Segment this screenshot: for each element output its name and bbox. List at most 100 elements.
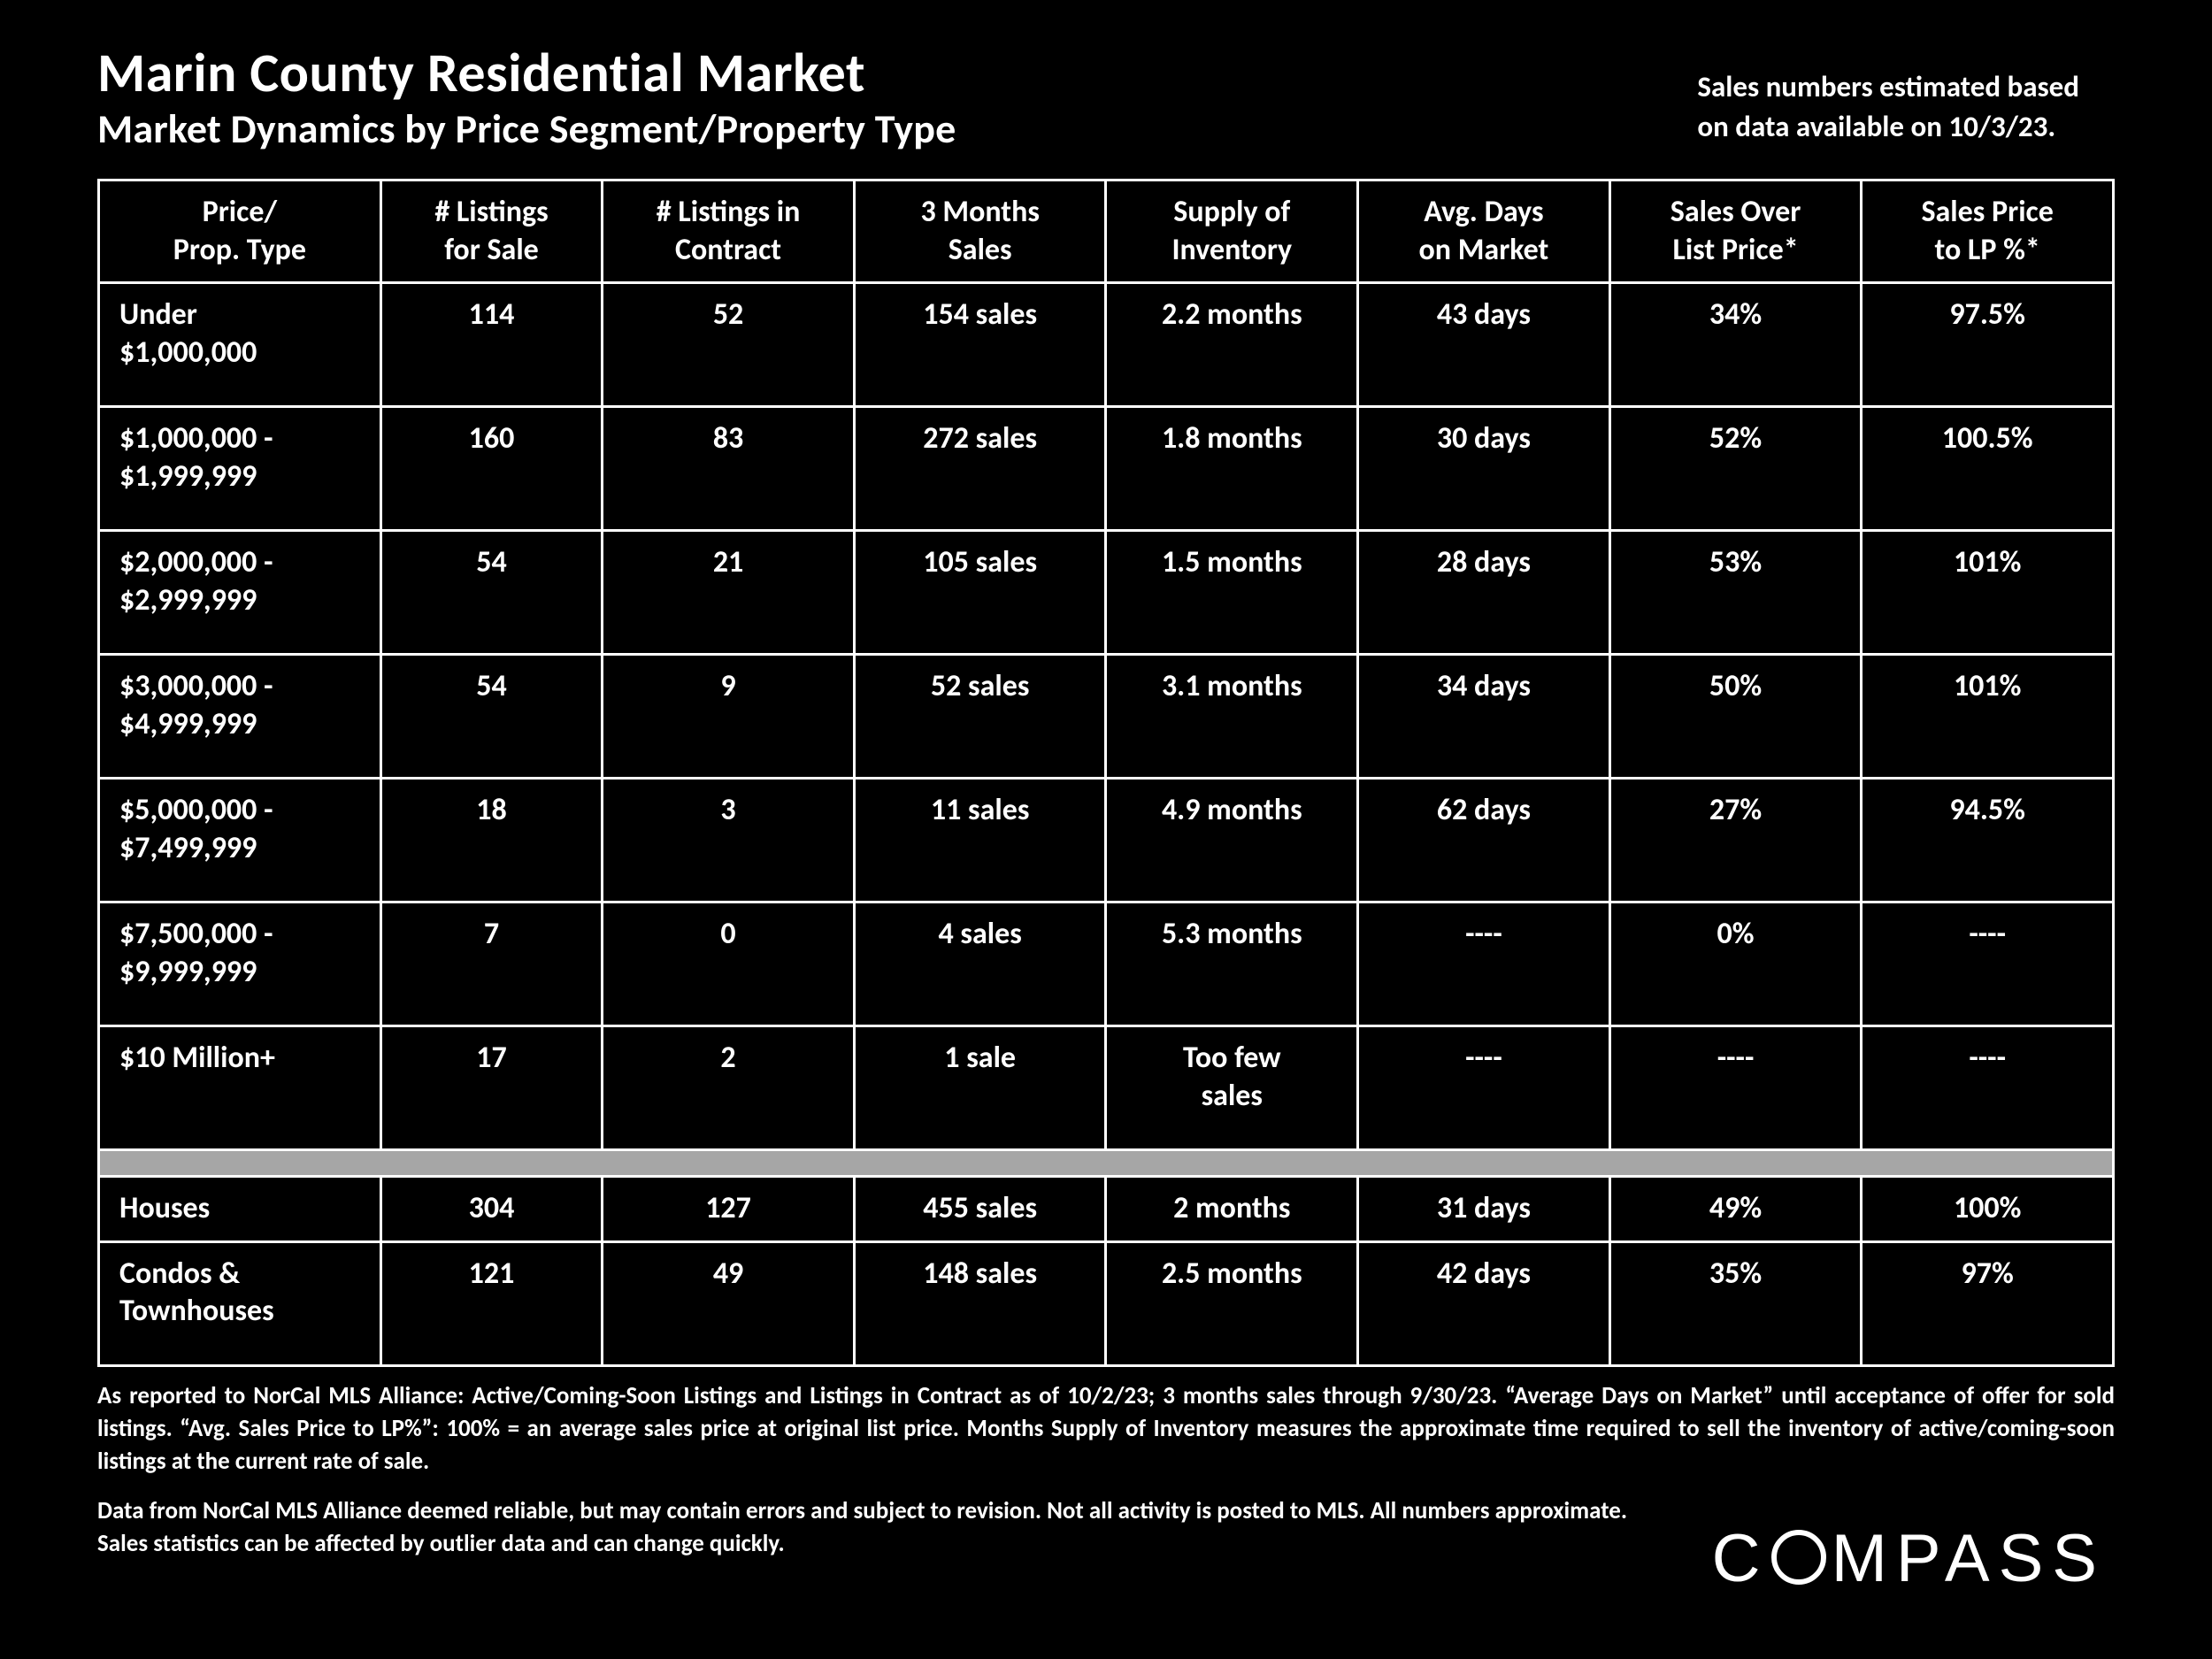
cell: 2: [603, 1026, 855, 1150]
row-label: $7,500,000 -$9,999,999: [99, 902, 381, 1026]
cell: 17: [380, 1026, 602, 1150]
cell: 2.2 months: [1106, 283, 1358, 407]
cell: 2 months: [1106, 1177, 1358, 1242]
table-row: Condos &Townhouses 121 49 148 sales 2.5 …: [99, 1241, 2114, 1365]
cell: 101%: [1862, 531, 2114, 655]
table-body: Under$1,000,000 114 52 154 sales 2.2 mon…: [99, 283, 2114, 1366]
cell: 5.3 months: [1106, 902, 1358, 1026]
cell: 31 days: [1358, 1177, 1610, 1242]
cell: ----: [1358, 902, 1610, 1026]
header-note-line1: Sales numbers estimated based: [1697, 69, 2079, 104]
cell: 34%: [1609, 283, 1862, 407]
cell: 18: [380, 779, 602, 902]
cell: 160: [380, 407, 602, 531]
logo-text-before: C: [1712, 1520, 1770, 1597]
page-title: Marin County Residential Market: [97, 44, 956, 102]
header-note-line2: on data available on 10/3/23.: [1697, 109, 2055, 144]
cell: 121: [380, 1241, 602, 1365]
cell: ----: [1862, 1026, 2114, 1150]
cell: 455 sales: [854, 1177, 1106, 1242]
row-label: Under$1,000,000: [99, 283, 381, 407]
row-label: Houses: [99, 1177, 381, 1242]
cell: Too fewsales: [1106, 1026, 1358, 1150]
cell: 114: [380, 283, 602, 407]
cell: 100%: [1862, 1177, 2114, 1242]
cell: 62 days: [1358, 779, 1610, 902]
row-label: $10 Million+: [99, 1026, 381, 1150]
table-row: $10 Million+ 17 2 1 sale Too fewsales --…: [99, 1026, 2114, 1150]
cell: 42 days: [1358, 1241, 1610, 1365]
row-label: $2,000,000 -$2,999,999: [99, 531, 381, 655]
cell: 97.5%: [1862, 283, 2114, 407]
cell: 1.5 months: [1106, 531, 1358, 655]
page: Marin County Residential Market Market D…: [0, 0, 2212, 1659]
cell: ----: [1358, 1026, 1610, 1150]
cell: 4 sales: [854, 902, 1106, 1026]
table-head: Price/Prop. Type # Listingsfor Sale # Li…: [99, 180, 2114, 283]
row-label: $5,000,000 -$7,499,999: [99, 779, 381, 902]
header: Marin County Residential Market Market D…: [97, 44, 2115, 154]
cell: 148 sales: [854, 1241, 1106, 1365]
footnote-1: As reported to NorCal MLS Alliance: Acti…: [97, 1379, 2115, 1479]
page-subtitle: Market Dynamics by Price Segment/Propert…: [97, 105, 956, 154]
cell: 49%: [1609, 1177, 1862, 1242]
cell: 127: [603, 1177, 855, 1242]
table-row: $3,000,000 -$4,999,999 54 9 52 sales 3.1…: [99, 655, 2114, 779]
cell: 49: [603, 1241, 855, 1365]
table-row: $1,000,000 -$1,999,999 160 83 272 sales …: [99, 407, 2114, 531]
cell: 83: [603, 407, 855, 531]
cell: 105 sales: [854, 531, 1106, 655]
table-header-row: Price/Prop. Type # Listingsfor Sale # Li…: [99, 180, 2114, 283]
table-row: $7,500,000 -$9,999,999 7 0 4 sales 5.3 m…: [99, 902, 2114, 1026]
col-header-dom: Avg. Dayson Market: [1358, 180, 1610, 283]
table-row: Under$1,000,000 114 52 154 sales 2.2 mon…: [99, 283, 2114, 407]
cell: 272 sales: [854, 407, 1106, 531]
row-label: $3,000,000 -$4,999,999: [99, 655, 381, 779]
col-header-over-list: Sales OverList Price*: [1609, 180, 1862, 283]
cell: ----: [1862, 902, 2114, 1026]
cell: 0%: [1609, 902, 1862, 1026]
cell: 52%: [1609, 407, 1862, 531]
compass-logo: C MPASS: [1712, 1520, 2106, 1597]
logo-text-after: MPASS: [1832, 1520, 2106, 1597]
cell: 7: [380, 902, 602, 1026]
col-header-price: Price/Prop. Type: [99, 180, 381, 283]
cell: 34 days: [1358, 655, 1610, 779]
cell: 0: [603, 902, 855, 1026]
table-row: $2,000,000 -$2,999,999 54 21 105 sales 1…: [99, 531, 2114, 655]
cell: 94.5%: [1862, 779, 2114, 902]
col-header-listings-contract: # Listings inContract: [603, 180, 855, 283]
cell: 4.9 months: [1106, 779, 1358, 902]
cell: 52 sales: [854, 655, 1106, 779]
cell: 100.5%: [1862, 407, 2114, 531]
cell: 54: [380, 655, 602, 779]
cell: 11 sales: [854, 779, 1106, 902]
cell: 52: [603, 283, 855, 407]
table-spacer-row: [99, 1150, 2114, 1177]
cell: 3: [603, 779, 855, 902]
cell: 304: [380, 1177, 602, 1242]
cell: 101%: [1862, 655, 2114, 779]
col-header-sp-lp: Sales Priceto LP %*: [1862, 180, 2114, 283]
cell: 50%: [1609, 655, 1862, 779]
cell: 43 days: [1358, 283, 1610, 407]
table-row: Houses 304 127 455 sales 2 months 31 day…: [99, 1177, 2114, 1242]
cell: 30 days: [1358, 407, 1610, 531]
cell: 54: [380, 531, 602, 655]
cell: ----: [1609, 1026, 1862, 1150]
market-table: Price/Prop. Type # Listingsfor Sale # Li…: [97, 179, 2115, 1367]
cell: 9: [603, 655, 855, 779]
col-header-supply: Supply ofInventory: [1106, 180, 1358, 283]
cell: 35%: [1609, 1241, 1862, 1365]
cell: 28 days: [1358, 531, 1610, 655]
cell: 3.1 months: [1106, 655, 1358, 779]
cell: 2.5 months: [1106, 1241, 1358, 1365]
cell: 1.8 months: [1106, 407, 1358, 531]
spacer-cell: [99, 1150, 2114, 1177]
cell: 21: [603, 531, 855, 655]
col-header-3mo-sales: 3 MonthsSales: [854, 180, 1106, 283]
cell: 27%: [1609, 779, 1862, 902]
cell: 1 sale: [854, 1026, 1106, 1150]
row-label: $1,000,000 -$1,999,999: [99, 407, 381, 531]
col-header-listings-sale: # Listingsfor Sale: [380, 180, 602, 283]
